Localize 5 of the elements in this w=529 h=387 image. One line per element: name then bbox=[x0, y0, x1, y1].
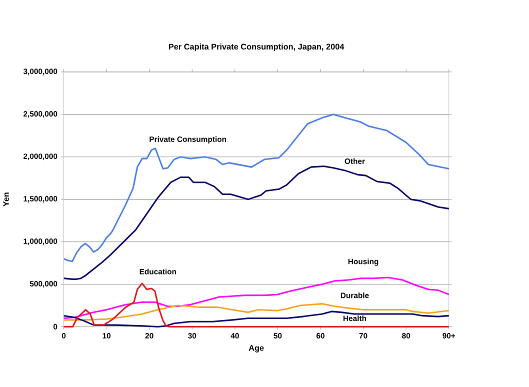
line-series bbox=[62, 276, 450, 320]
line-series bbox=[62, 282, 450, 328]
x-axis-title: Age bbox=[248, 345, 264, 352]
chart-title: Per Capita Private Consumption, Japan, 2004 bbox=[168, 44, 344, 52]
y-axis-title: Yen bbox=[3, 192, 9, 206]
